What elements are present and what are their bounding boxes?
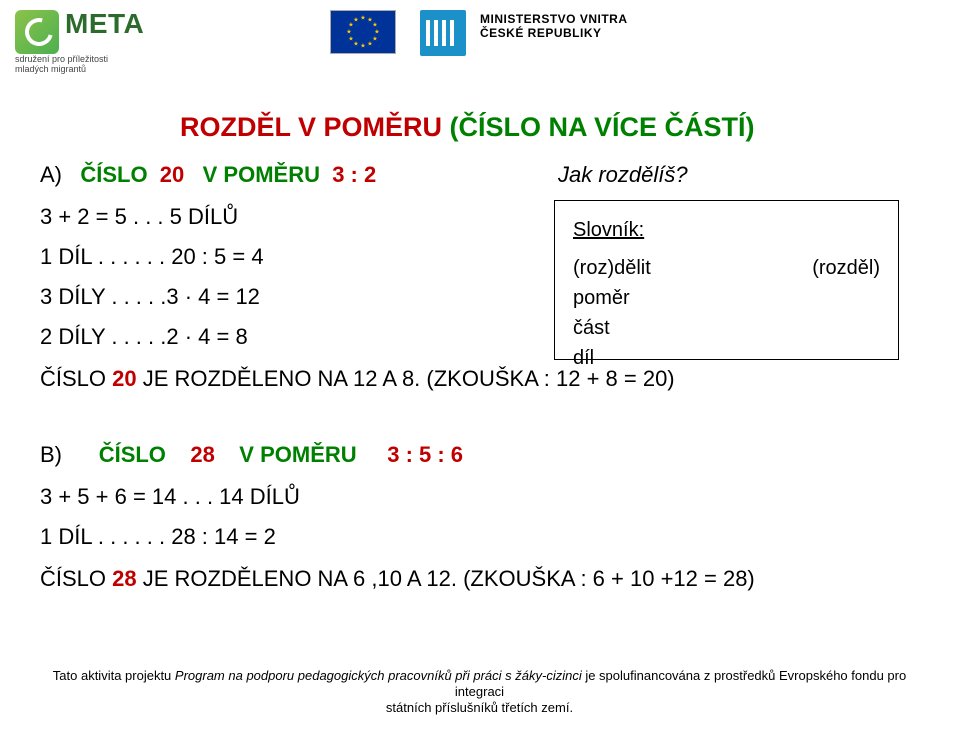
eu-flag-icon: ★ ★ ★ ★ ★ ★ ★ ★ ★ ★ ★ ★ <box>330 10 396 54</box>
glossary-item-1: poměr <box>573 283 880 313</box>
footer-a: Tato aktivita projektu <box>53 668 175 683</box>
worksheet-page: META sdružení pro příležitosti mladých m… <box>0 0 959 735</box>
glossary-item-2: část <box>573 313 880 343</box>
b-vpomeru: V POMĚRU <box>215 442 387 467</box>
glossary-left-2: část <box>573 313 610 343</box>
mv-line2: ČESKÉ REPUBLIKY <box>480 26 602 40</box>
header: META sdružení pro příležitosti mladých m… <box>0 0 959 90</box>
glossary-header: Slovník: <box>573 215 880 245</box>
a-ratio: 3 : 2 <box>332 162 376 187</box>
ministry-label: MINISTERSTVO VNITRA ČESKÉ REPUBLIKY <box>480 12 628 40</box>
section-b-header: B) ČÍSLO 28 V POMĚRU 3 : 5 : 6 <box>40 442 463 468</box>
b-prefix: B) <box>40 442 99 467</box>
a-number: 20 <box>160 162 184 187</box>
a-line-3: 3 DÍLY . . . . .3 · 4 = 12 <box>40 284 260 310</box>
b-line-1: 3 + 5 + 6 = 14 . . . 14 DÍLŮ <box>40 484 300 510</box>
glossary-item-3: díl <box>573 343 880 373</box>
jak-rozdelis: Jak rozdělíš? <box>558 162 688 188</box>
b-line-2: 1 DÍL . . . . . . 28 : 14 = 2 <box>40 524 276 550</box>
b3-b: JE ROZDĚLENO NA 6 ,10 A 12. (ZKOUŠKA : 6… <box>137 566 755 591</box>
eia-logo-icon <box>420 10 466 56</box>
b-ratio: 3 : 5 : 6 <box>387 442 463 467</box>
b-line-3: ČÍSLO 28 JE ROZDĚLENO NA 6 ,10 A 12. (ZK… <box>40 566 755 592</box>
worksheet-title: ROZDĚL V POMĚRU (ČÍSLO NA VÍCE ČÁSTÍ) <box>180 112 755 143</box>
section-a-header: A) ČÍSLO 20 V POMĚRU 3 : 2 <box>40 162 376 188</box>
a-line-4: 2 DÍLY . . . . .2 · 4 = 8 <box>40 324 248 350</box>
meta-subtitle: sdružení pro příležitosti mladých migran… <box>15 54 108 74</box>
meta-mark-icon <box>15 10 59 54</box>
glossary-left-1: poměr <box>573 283 630 313</box>
a5-num: 20 <box>112 366 136 391</box>
title-green: (ČÍSLO NA VÍCE ČÁSTÍ) <box>442 112 755 142</box>
a5-a: ČÍSLO <box>40 366 112 391</box>
glossary-right-0: (rozděl) <box>812 253 880 283</box>
meta-logo: META sdružení pro příležitosti mladých m… <box>15 10 180 70</box>
glossary-left-0: (roz)dělit <box>573 253 651 283</box>
b-cislo: ČÍSLO <box>99 442 191 467</box>
footer-italic: Program na podporu pedagogických pracovn… <box>175 668 582 683</box>
a-line-1: 3 + 2 = 5 . . . 5 DÍLŮ <box>40 204 238 230</box>
mv-line1: MINISTERSTVO VNITRA <box>480 12 628 26</box>
meta-name: META <box>65 8 144 40</box>
b3-a: ČÍSLO <box>40 566 112 591</box>
footer-c: státních příslušníků třetích zemí. <box>386 700 573 715</box>
a-cislo: ČÍSLO <box>80 162 159 187</box>
a-prefix: A) <box>40 162 80 187</box>
title-red: ROZDĚL V POMĚRU <box>180 112 442 142</box>
glossary-left-3: díl <box>573 343 594 373</box>
b-number: 28 <box>190 442 214 467</box>
footer-text: Tato aktivita projektu Program na podpor… <box>40 668 919 716</box>
b3-num: 28 <box>112 566 136 591</box>
glossary-box: Slovník: (roz)dělit (rozděl) poměr část … <box>554 200 899 360</box>
a-line-2: 1 DÍL . . . . . . 20 : 5 = 4 <box>40 244 264 270</box>
a-vpomeru: V POMĚRU <box>184 162 332 187</box>
glossary-item-0: (roz)dělit (rozděl) <box>573 253 880 283</box>
